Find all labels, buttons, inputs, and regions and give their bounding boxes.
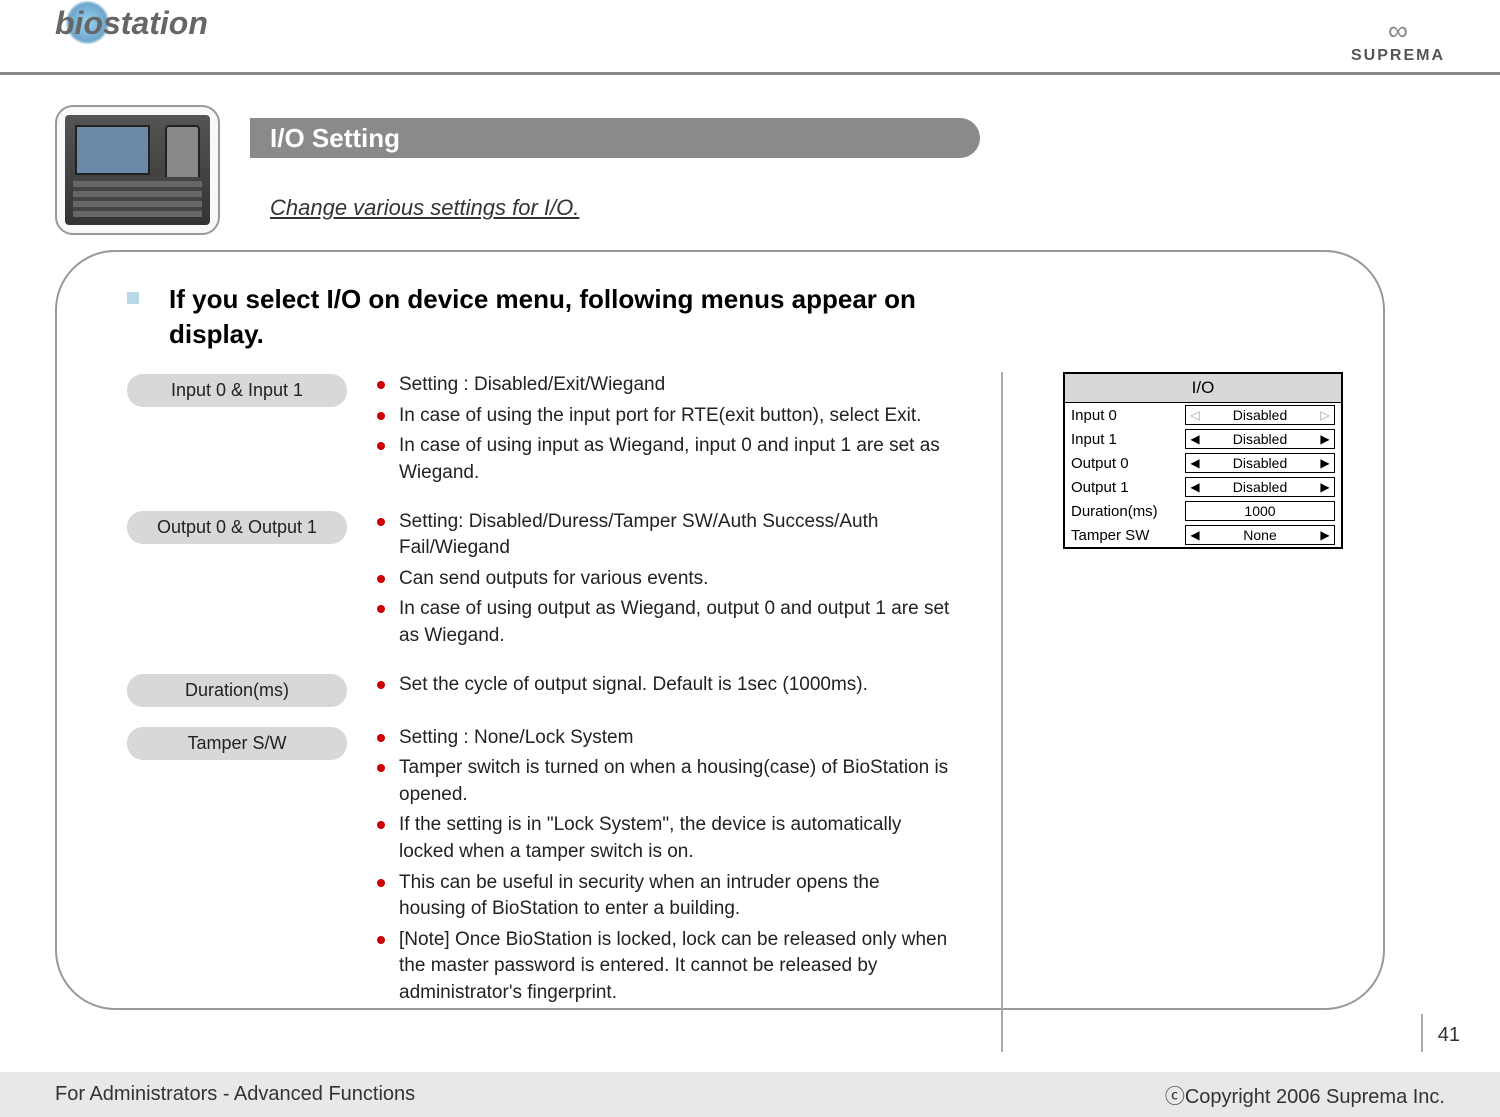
vertical-divider [1001,372,1003,1052]
io-selector-value: None [1204,527,1316,543]
io-row: Output 0 ◀Disabled▶ [1064,451,1342,475]
section-tamper: Tamper S/W Setting : None/Lock System Ta… [127,725,951,1011]
list-item: Setting : Disabled/Exit/Wiegand [377,372,951,399]
list-item: Tamper switch is turned on when a housin… [377,755,951,808]
io-selector[interactable]: ◀Disabled▶ [1185,453,1335,473]
io-panel: I/O Input 0◁Disabled▷Input 1◀Disabled▶Ou… [1063,372,1343,549]
arrow-left-icon[interactable]: ◀ [1186,478,1204,496]
io-row: Input 0 ◁Disabled▷ [1064,403,1342,428]
io-input-value[interactable]: 1000 [1185,501,1335,521]
list-item: [Note] Once BioStation is locked, lock c… [377,927,951,1007]
list-item: In case of using the input port for RTE(… [377,403,951,430]
suprema-text: SUPREMA [1351,47,1445,65]
footer-right: ⓒCopyright 2006 Suprema Inc. [1165,1080,1445,1109]
io-row: Tamper SW ◀None▶ [1064,523,1342,548]
io-row-label: Output 0 [1064,451,1174,475]
list-item: This can be useful in security when an i… [377,870,951,923]
arrow-right-icon[interactable]: ▶ [1316,430,1334,448]
list-item: If the setting is in "Lock System", the … [377,812,951,865]
io-table: I/O Input 0◁Disabled▷Input 1◀Disabled▶Ou… [1063,372,1343,549]
io-row-label: Tamper SW [1064,523,1174,548]
arrow-left-icon[interactable]: ◀ [1186,430,1204,448]
page-header: biostation ∞ SUPREMA [0,0,1500,75]
list-item: Set the cycle of output signal. Default … [377,672,951,699]
arrow-left-icon[interactable]: ◁ [1186,406,1204,424]
io-selector-value: Disabled [1204,479,1316,495]
io-row: Duration(ms) 1000 [1064,499,1342,523]
io-selector-value: Disabled [1204,407,1316,423]
footer-left: For Administrators - Advanced Functions [55,1083,415,1106]
page-footer: For Administrators - Advanced Functions … [0,1072,1500,1117]
io-selector-value: Disabled [1204,455,1316,471]
arrow-right-icon[interactable]: ▶ [1316,478,1334,496]
list-item: Setting : None/Lock System [377,725,951,752]
io-selector[interactable]: ◀Disabled▶ [1185,477,1335,497]
pill-output: Output 0 & Output 1 [127,511,347,544]
infinity-icon: ∞ [1351,15,1445,47]
suprema-logo: ∞ SUPREMA [1351,15,1445,65]
pill-tamper: Tamper S/W [127,727,347,760]
section-input: Input 0 & Input 1 Setting : Disabled/Exi… [127,372,951,490]
io-selector[interactable]: ◀None▶ [1185,525,1335,545]
io-row: Input 1 ◀Disabled▶ [1064,427,1342,451]
device-thumbnail [55,105,220,235]
page-title-bar: I/O Setting [250,118,980,158]
io-row-label: Input 1 [1064,427,1174,451]
section-output: Output 0 & Output 1 Setting: Disabled/Du… [127,509,951,654]
io-selector-value: Disabled [1204,431,1316,447]
intro-text: If you select I/O on device menu, follow… [169,282,929,352]
list-item: In case of using output as Wiegand, outp… [377,596,951,649]
arrow-right-icon[interactable]: ▷ [1316,406,1334,424]
main-content-card: If you select I/O on device menu, follow… [55,250,1385,1010]
io-selector[interactable]: ◁Disabled▷ [1185,405,1335,425]
io-selector[interactable]: ◀Disabled▶ [1185,429,1335,449]
list-item: Setting: Disabled/Duress/Tamper SW/Auth … [377,509,951,562]
biostation-logo: biostation [55,5,208,42]
page-subtitle: Change various settings for I/O. [270,195,579,221]
arrow-right-icon[interactable]: ▶ [1316,454,1334,472]
pill-input: Input 0 & Input 1 [127,374,347,407]
arrow-left-icon[interactable]: ◀ [1186,454,1204,472]
section-duration: Duration(ms) Set the cycle of output sig… [127,672,951,707]
sections-column: Input 0 & Input 1 Setting : Disabled/Exi… [127,372,951,1028]
list-item: In case of using input as Wiegand, input… [377,433,951,486]
io-table-title: I/O [1064,373,1342,403]
arrow-right-icon[interactable]: ▶ [1316,526,1334,544]
io-row: Output 1 ◀Disabled▶ [1064,475,1342,499]
pill-duration: Duration(ms) [127,674,347,707]
io-row-label: Input 0 [1064,403,1174,428]
arrow-left-icon[interactable]: ◀ [1186,526,1204,544]
list-item: Can send outputs for various events. [377,566,951,593]
io-row-label: Output 1 [1064,475,1174,499]
intro-row: If you select I/O on device menu, follow… [127,282,1343,352]
page-number: 41 [1421,1014,1460,1052]
intro-bullet-icon [127,292,139,304]
io-row-label: Duration(ms) [1064,499,1174,523]
